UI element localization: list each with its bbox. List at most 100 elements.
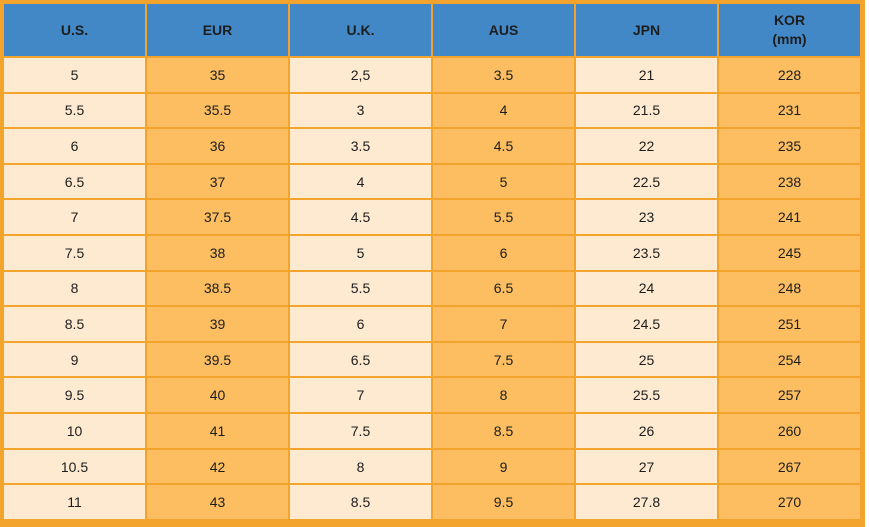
column-header-label: KOR bbox=[773, 12, 806, 29]
size-cell-eur: 39.5 bbox=[145, 340, 290, 379]
size-cell-aus: 5.5 bbox=[431, 198, 576, 237]
size-cell-aus: 7.5 bbox=[431, 340, 576, 379]
size-cell-eur: 43 bbox=[145, 483, 290, 521]
size-cell-uk: 4.5 bbox=[288, 198, 433, 237]
size-cell-jpn: 27.8 bbox=[574, 483, 719, 521]
size-cell-jpn: 21.5 bbox=[574, 91, 719, 130]
size-cell-aus: 6 bbox=[431, 234, 576, 272]
size-cell-us: 9.5 bbox=[2, 376, 147, 415]
size-cell-kor: 231 bbox=[717, 91, 862, 130]
table-row: 6 36 3.5 4.5 22 235 bbox=[2, 127, 862, 165]
size-cell-jpn: 23 bbox=[574, 198, 719, 237]
size-cell-us: 7.5 bbox=[2, 234, 147, 272]
table-row: 9 39.5 6.5 7.5 25 254 bbox=[2, 340, 862, 379]
size-cell-us: 7 bbox=[2, 198, 147, 237]
size-cell-eur: 38.5 bbox=[145, 269, 290, 308]
size-cell-us: 5 bbox=[2, 56, 147, 94]
table-row: 7 37.5 4.5 5.5 23 241 bbox=[2, 198, 862, 237]
size-cell-uk: 5.5 bbox=[288, 269, 433, 308]
size-cell-uk: 8 bbox=[288, 447, 433, 486]
column-header-label: AUS bbox=[488, 21, 519, 38]
size-cell-aus: 8 bbox=[431, 376, 576, 415]
column-header-uk: U.K. bbox=[288, 2, 433, 58]
size-cell-aus: 4 bbox=[431, 91, 576, 130]
table-row: 8 38.5 5.5 6.5 24 248 bbox=[2, 269, 862, 308]
size-cell-aus: 5 bbox=[431, 162, 576, 201]
size-cell-us: 11 bbox=[2, 483, 147, 521]
size-cell-kor: 257 bbox=[717, 376, 862, 415]
size-cell-uk: 7 bbox=[288, 376, 433, 415]
size-cell-eur: 35 bbox=[145, 56, 290, 94]
size-cell-us: 10 bbox=[2, 412, 147, 450]
size-cell-jpn: 22 bbox=[574, 127, 719, 165]
size-cell-kor: 228 bbox=[717, 56, 862, 94]
size-cell-jpn: 26 bbox=[574, 412, 719, 450]
table-row: 6.5 37 4 5 22.5 238 bbox=[2, 162, 862, 201]
size-cell-kor: 270 bbox=[717, 483, 862, 521]
size-cell-us: 8.5 bbox=[2, 305, 147, 343]
table-row: 7.5 38 5 6 23.5 245 bbox=[2, 234, 862, 272]
size-cell-eur: 39 bbox=[145, 305, 290, 343]
size-cell-us: 9 bbox=[2, 340, 147, 379]
size-cell-us: 6.5 bbox=[2, 162, 147, 201]
size-cell-uk: 8.5 bbox=[288, 483, 433, 521]
size-cell-jpn: 25.5 bbox=[574, 376, 719, 415]
size-cell-us: 6 bbox=[2, 127, 147, 165]
size-cell-eur: 36 bbox=[145, 127, 290, 165]
table-row: 5.5 35.5 3 4 21.5 231 bbox=[2, 91, 862, 130]
size-conversion-table: U.S. EUR U.K. AUS JPN KOR (mm) 5 35 2,5 3.5 21 228 5… bbox=[2, 2, 862, 521]
column-header-kor: KOR (mm) bbox=[717, 2, 862, 58]
column-header-aus: AUS bbox=[431, 2, 576, 58]
size-cell-uk: 6 bbox=[288, 305, 433, 343]
size-cell-uk: 4 bbox=[288, 162, 433, 201]
table-header: U.S. EUR U.K. AUS JPN KOR (mm) bbox=[2, 2, 862, 58]
size-cell-aus: 9 bbox=[431, 447, 576, 486]
size-cell-us: 8 bbox=[2, 269, 147, 308]
size-cell-kor: 254 bbox=[717, 340, 862, 379]
size-cell-eur: 42 bbox=[145, 447, 290, 486]
size-cell-jpn: 22.5 bbox=[574, 162, 719, 201]
table-row: 11 43 8.5 9.5 27.8 270 bbox=[2, 483, 862, 521]
column-header-label: EUR bbox=[202, 21, 233, 38]
size-cell-jpn: 25 bbox=[574, 340, 719, 379]
size-cell-aus: 3.5 bbox=[431, 56, 576, 94]
size-cell-kor: 251 bbox=[717, 305, 862, 343]
table-row: 5 35 2,5 3.5 21 228 bbox=[2, 56, 862, 94]
column-header-label: JPN bbox=[632, 21, 661, 38]
size-cell-jpn: 24 bbox=[574, 269, 719, 308]
column-header-jpn: JPN bbox=[574, 2, 719, 58]
size-cell-kor: 245 bbox=[717, 234, 862, 272]
size-cell-kor: 267 bbox=[717, 447, 862, 486]
size-cell-eur: 41 bbox=[145, 412, 290, 450]
size-cell-uk: 3 bbox=[288, 91, 433, 130]
size-cell-uk: 6.5 bbox=[288, 340, 433, 379]
size-cell-us: 5.5 bbox=[2, 91, 147, 130]
size-cell-kor: 235 bbox=[717, 127, 862, 165]
size-cell-uk: 5 bbox=[288, 234, 433, 272]
header-row: U.S. EUR U.K. AUS JPN KOR (mm) bbox=[2, 2, 862, 58]
table-row: 10 41 7.5 8.5 26 260 bbox=[2, 412, 862, 450]
table-row: 10.5 42 8 9 27 267 bbox=[2, 447, 862, 486]
size-cell-jpn: 23.5 bbox=[574, 234, 719, 272]
column-header-eur: EUR bbox=[145, 2, 290, 58]
size-cell-eur: 37 bbox=[145, 162, 290, 201]
size-cell-aus: 7 bbox=[431, 305, 576, 343]
size-cell-aus: 4.5 bbox=[431, 127, 576, 165]
size-cell-jpn: 21 bbox=[574, 56, 719, 94]
size-cell-kor: 241 bbox=[717, 198, 862, 237]
size-cell-eur: 35.5 bbox=[145, 91, 290, 130]
table-row: 9.5 40 7 8 25.5 257 bbox=[2, 376, 862, 415]
size-cell-aus: 6.5 bbox=[431, 269, 576, 308]
table-body: 5 35 2,5 3.5 21 228 5.5 35.5 3 4 21.5 231 6 36 3.5 4.5 2… bbox=[2, 56, 862, 521]
table-row: 8.5 39 6 7 24.5 251 bbox=[2, 305, 862, 343]
size-cell-us: 10.5 bbox=[2, 447, 147, 486]
size-cell-kor: 238 bbox=[717, 162, 862, 201]
size-cell-jpn: 27 bbox=[574, 447, 719, 486]
size-cell-uk: 3.5 bbox=[288, 127, 433, 165]
size-cell-jpn: 24.5 bbox=[574, 305, 719, 343]
size-cell-aus: 9.5 bbox=[431, 483, 576, 521]
size-cell-uk: 2,5 bbox=[288, 56, 433, 94]
column-header-us: U.S. bbox=[2, 2, 147, 58]
